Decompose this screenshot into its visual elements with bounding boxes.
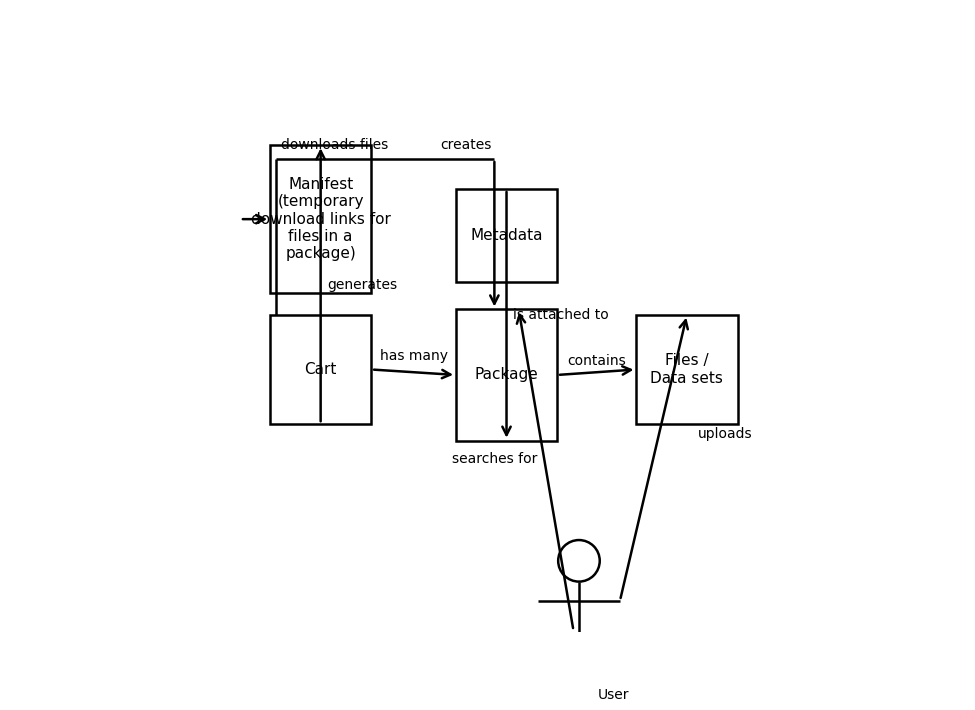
Text: is attached to: is attached to	[513, 308, 608, 322]
Bar	[270, 146, 371, 293]
Bar	[637, 315, 737, 424]
Bar	[270, 315, 371, 424]
Text: generates: generates	[328, 278, 398, 292]
Text: Metadata: Metadata	[470, 228, 543, 243]
Text: has many: has many	[379, 349, 448, 363]
Text: Manifest
(temporary
download links for
files in a
package): Manifest (temporary download links for f…	[251, 177, 391, 261]
Text: Cart: Cart	[304, 362, 336, 377]
Text: searches for: searches for	[452, 452, 538, 466]
Bar	[456, 189, 557, 282]
Text: Package: Package	[475, 368, 538, 383]
Text: creates: creates	[441, 138, 491, 152]
Text: contains: contains	[567, 354, 626, 368]
Bar	[456, 310, 557, 440]
Text: downloads files: downloads files	[281, 138, 388, 152]
Text: uploads: uploads	[698, 427, 753, 442]
Circle shape	[558, 540, 600, 581]
Text: User: User	[598, 688, 630, 702]
Text: Files /
Data sets: Files / Data sets	[650, 354, 723, 386]
